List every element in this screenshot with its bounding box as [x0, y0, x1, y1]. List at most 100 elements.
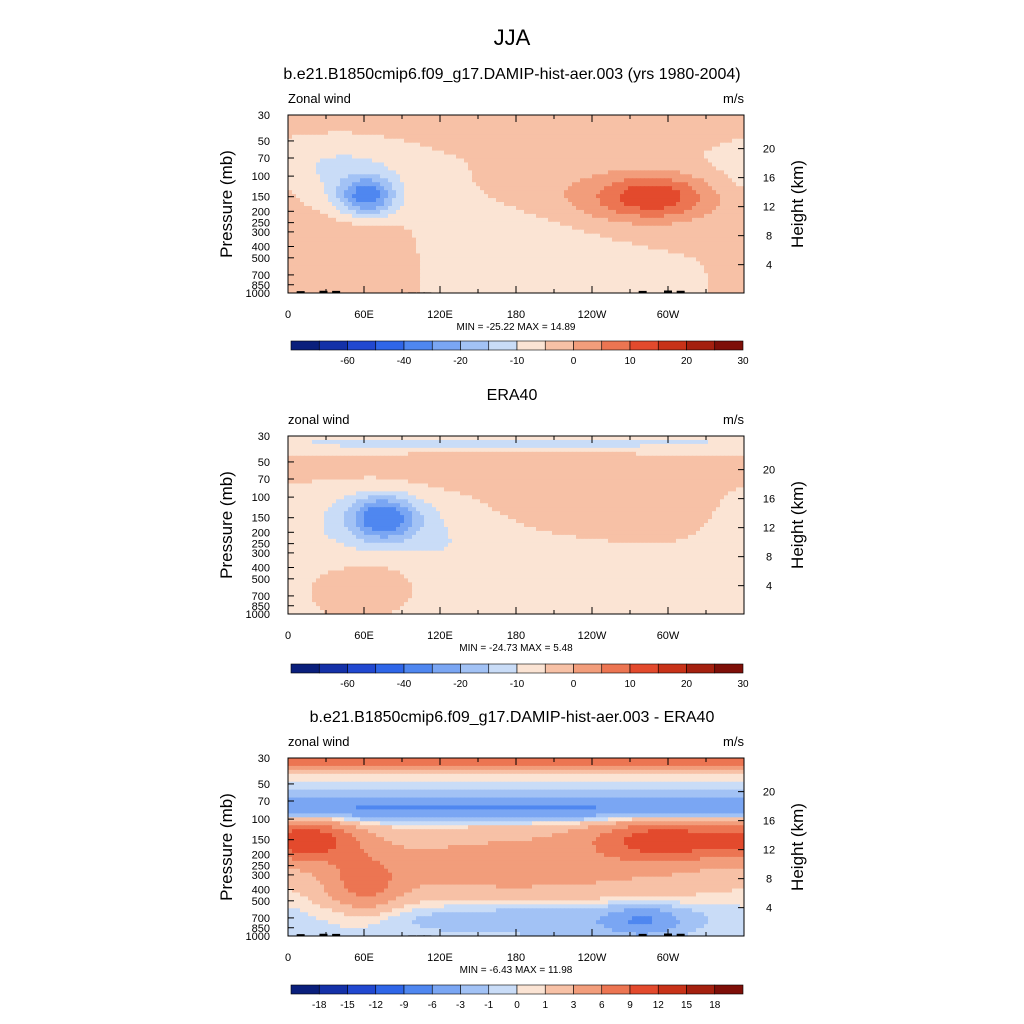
field-cell: [664, 209, 669, 215]
field-cell: [640, 115, 645, 120]
field-cell: [636, 166, 641, 171]
field-cell: [584, 162, 589, 168]
field-cell: [672, 261, 677, 266]
field-cell: [728, 190, 733, 195]
field-cell: [384, 198, 389, 203]
field-cell: [548, 166, 553, 171]
field-cell: [704, 249, 709, 255]
field-cell: [412, 198, 417, 203]
field-cell: [364, 205, 369, 211]
field-cell: [556, 253, 561, 258]
field-cell: [540, 150, 545, 156]
field-cell: [668, 174, 673, 179]
field-cell: [648, 174, 653, 179]
field-cell: [456, 202, 461, 207]
field-cell: [672, 130, 677, 136]
field-cell: [652, 162, 657, 168]
field-cell: [680, 122, 685, 128]
field-cell: [360, 118, 365, 124]
field-cell: [556, 213, 561, 219]
field-cell: [388, 277, 393, 282]
field-cell: [364, 269, 369, 274]
field-cell: [608, 205, 613, 211]
field-cell: [604, 217, 609, 223]
field-cell: [672, 134, 677, 140]
field-cell: [336, 122, 341, 128]
field-cell: [672, 269, 677, 274]
field-cell: [548, 205, 553, 211]
field-cell: [580, 213, 585, 219]
field-cell: [672, 146, 677, 152]
field-cell: [400, 150, 405, 156]
field-cell: [608, 237, 613, 243]
field-cell: [536, 150, 541, 156]
field-cell: [616, 115, 621, 120]
field-cell: [724, 174, 729, 179]
field-cell: [296, 190, 301, 195]
field-cell: [688, 229, 693, 235]
field-cell: [680, 249, 685, 255]
field-cell: [492, 178, 497, 183]
field-cell: [612, 118, 617, 124]
field-cell: [512, 150, 517, 156]
field-cell: [516, 122, 521, 128]
field-cell: [496, 221, 501, 227]
field-cell: [500, 130, 505, 136]
field-cell: [380, 146, 385, 152]
field-cell: [344, 273, 349, 278]
field-cell: [540, 253, 545, 258]
field-cell: [444, 130, 449, 136]
field-cell: [380, 285, 385, 290]
field-cell: [496, 174, 501, 179]
field-cell: [500, 134, 505, 140]
field-cell: [740, 194, 744, 199]
field-cell: [320, 202, 325, 207]
field-cell: [328, 237, 333, 243]
field-cell: [656, 277, 661, 282]
field-cell: [664, 277, 669, 282]
field-cell: [396, 198, 401, 203]
field-cell: [732, 174, 737, 179]
field-cell: [496, 154, 501, 160]
field-cell: [420, 186, 425, 191]
field-cell: [384, 257, 389, 262]
field-cell: [524, 237, 529, 243]
field-cell: [340, 233, 345, 239]
field-cell: [476, 186, 481, 191]
field-cell: [460, 118, 465, 124]
field-cell: [712, 245, 717, 251]
field-cell: [672, 162, 677, 168]
field-cell: [348, 229, 353, 235]
field-cell: [424, 170, 429, 175]
field-cell: [292, 118, 297, 124]
field-cell: [588, 130, 593, 136]
field-cell: [444, 134, 449, 140]
field-cell: [708, 154, 713, 160]
field-cell: [684, 241, 689, 247]
field-cell: [480, 221, 485, 227]
field-cell: [712, 130, 717, 136]
field-cell: [376, 122, 381, 128]
field-cell: [296, 205, 301, 211]
field-cell: [352, 269, 357, 274]
field-cell: [484, 257, 489, 262]
field-cell: [536, 241, 541, 247]
field-cell: [700, 150, 705, 156]
field-cell: [304, 269, 309, 274]
field-cell: [568, 237, 573, 243]
field-cell: [484, 241, 489, 247]
field-cell: [448, 126, 453, 132]
field-cell: [684, 209, 689, 215]
field-cell: [576, 277, 581, 282]
field-cell: [644, 229, 649, 235]
field-cell: [496, 285, 501, 290]
field-cell: [420, 225, 425, 231]
field-cell: [624, 205, 629, 211]
field-cell: [368, 261, 373, 266]
field-cell: [576, 130, 581, 136]
field-cell: [496, 241, 501, 247]
field-cell: [420, 273, 425, 278]
field-cell: [648, 154, 653, 160]
field-cell: [392, 118, 397, 124]
field-cell: [628, 233, 633, 239]
